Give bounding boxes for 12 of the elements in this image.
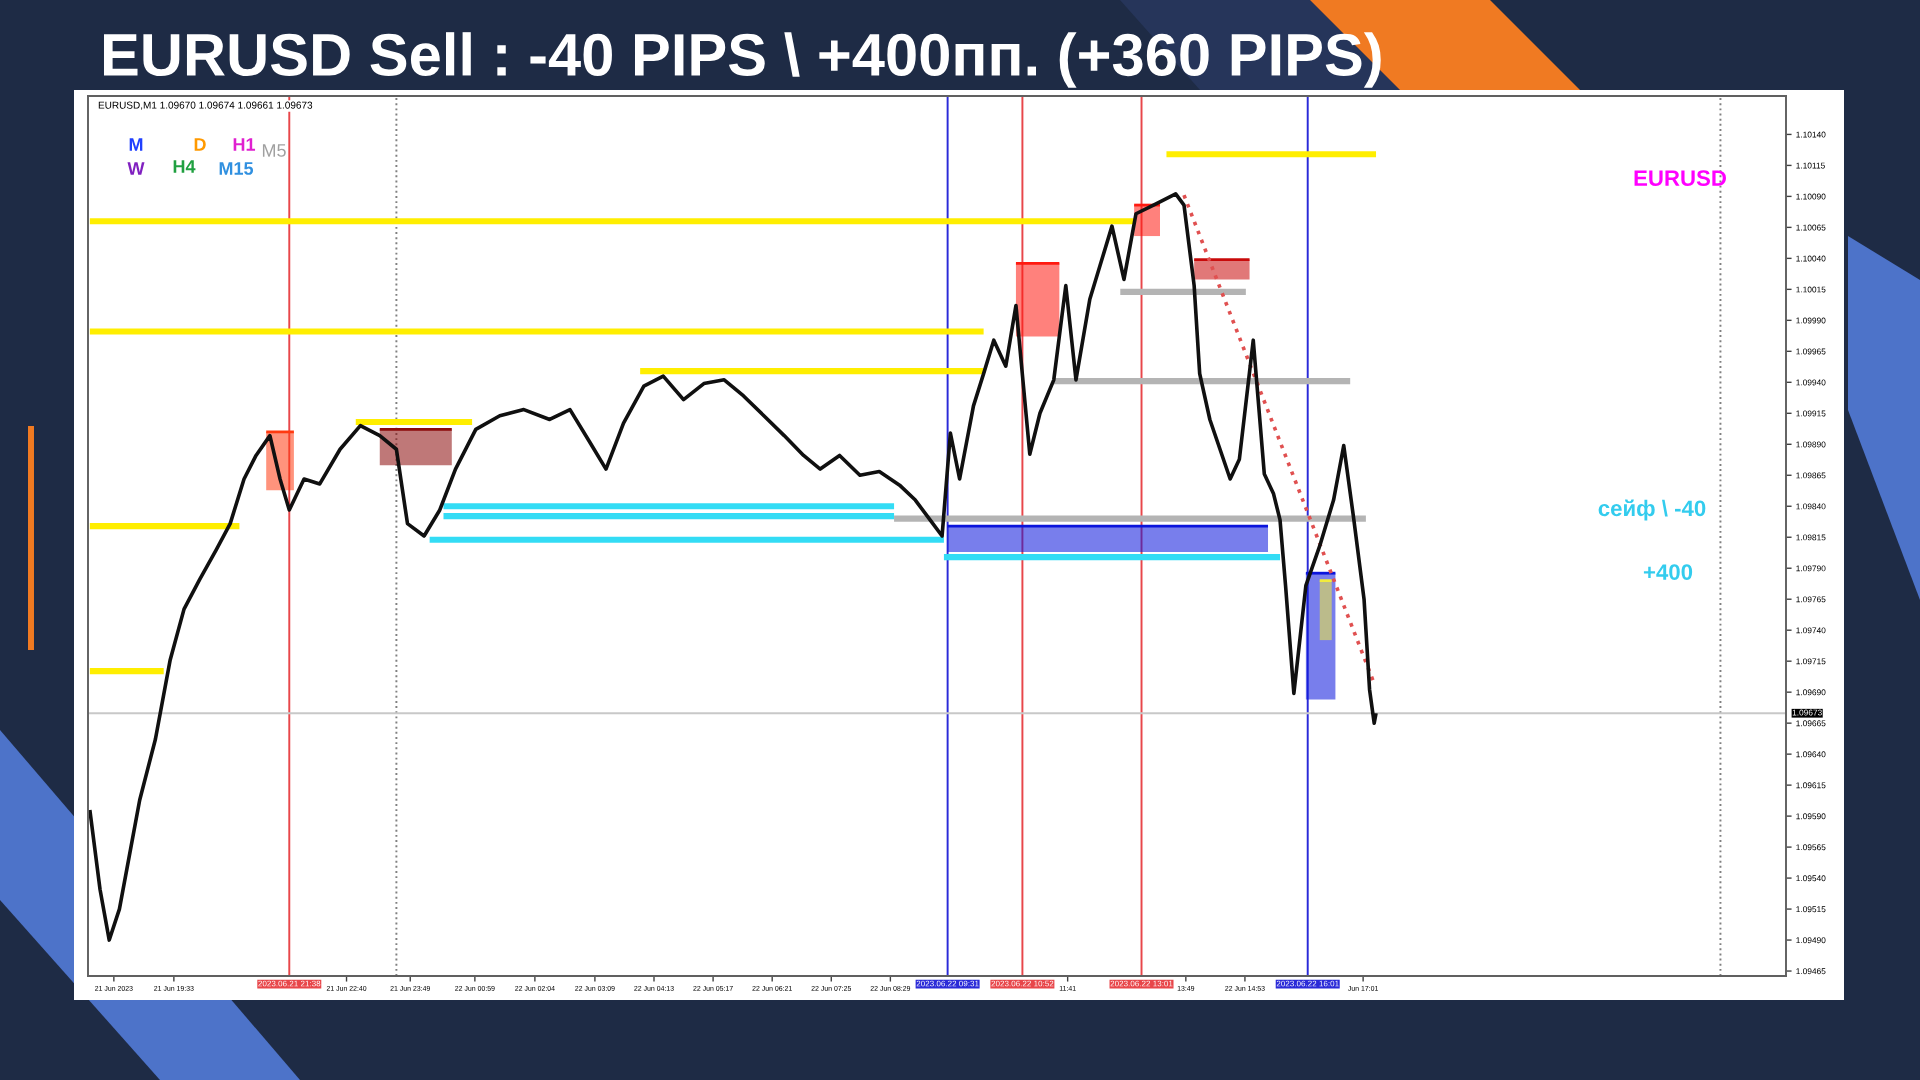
annotation: EURUSD bbox=[1634, 170, 1726, 186]
annotation: W bbox=[127, 162, 145, 175]
annotation: сейф \ -40 bbox=[1598, 499, 1706, 521]
chart-title: EURUSD Sell : -40 PIPS \ +400пп. (+360 PIPS) bbox=[103, 32, 1381, 88]
annotation: D bbox=[194, 138, 206, 151]
annotation: +400 bbox=[1643, 564, 1693, 580]
annotation: H4 bbox=[173, 160, 196, 173]
annotation: M bbox=[129, 138, 143, 151]
line-series bbox=[88, 192, 1378, 942]
annotation: M5 bbox=[262, 144, 286, 157]
annotation: M15 bbox=[219, 162, 254, 175]
annotation: H1 bbox=[233, 138, 256, 151]
